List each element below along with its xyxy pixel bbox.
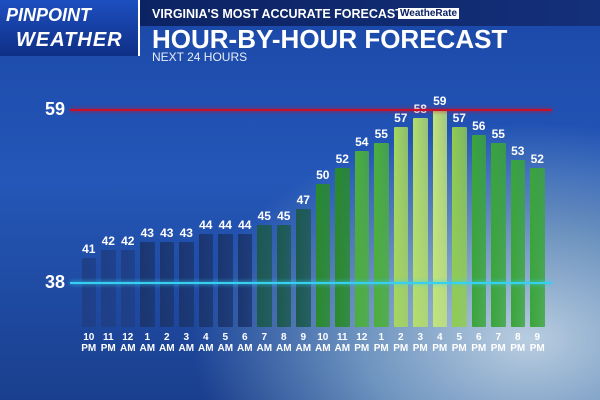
value-label: 55 — [374, 127, 388, 142]
value-label: 54 — [355, 135, 369, 150]
chart-subtitle: NEXT 24 HOURS — [152, 50, 248, 64]
value-label: 56 — [472, 118, 486, 133]
bar — [510, 159, 525, 327]
bar — [354, 151, 369, 327]
x-tick-label: 9 AM — [295, 332, 312, 354]
value-label: 53 — [511, 143, 525, 158]
bar — [530, 167, 545, 327]
value-label: 45 — [257, 209, 271, 224]
value-label: 44 — [238, 217, 252, 232]
badge: WeatheRate — [398, 8, 460, 19]
chart-title: HOUR-BY-HOUR FORECAST — [152, 24, 508, 54]
x-tick-label: 5 PM — [451, 332, 467, 354]
value-label: 43 — [160, 225, 174, 240]
x-tick-label: 6 PM — [471, 332, 487, 354]
bar — [335, 167, 350, 327]
value-label: 52 — [335, 151, 349, 166]
value-label: 41 — [82, 242, 96, 257]
x-tick-label: 2 PM — [393, 332, 409, 354]
reference-label: 59 — [44, 99, 66, 120]
x-tick-label: 7 PM — [490, 332, 506, 354]
value-label: 42 — [101, 234, 115, 248]
value-label: 43 — [140, 225, 154, 240]
bar — [179, 241, 194, 327]
logo — [0, 0, 140, 56]
reference-line — [70, 109, 552, 112]
x-tick-label: 3 PM — [412, 332, 428, 354]
bar — [237, 233, 252, 327]
bar — [374, 143, 389, 327]
x-tick-label: 9 PM — [529, 332, 545, 354]
x-tick-label: 10 PM — [81, 332, 97, 354]
value-label: 57 — [394, 110, 408, 125]
bar — [140, 241, 155, 327]
value-label: 42 — [121, 234, 135, 248]
x-tick-label: 12 AM — [119, 332, 136, 354]
bar — [276, 225, 291, 327]
x-tick-label: 1 AM — [139, 332, 156, 354]
value-label: 57 — [452, 110, 466, 125]
bar — [471, 134, 486, 327]
bar — [218, 233, 233, 327]
x-tick-label: 5 AM — [217, 332, 234, 354]
value-label: 45 — [277, 209, 291, 224]
bar — [315, 184, 330, 327]
x-tick-label: 11 AM — [334, 332, 351, 354]
value-label: 44 — [199, 217, 213, 232]
x-tick-label: 10 AM — [314, 332, 331, 354]
value-label: 55 — [491, 127, 505, 142]
bar — [413, 118, 428, 327]
x-tick-label: 6 AM — [236, 332, 253, 354]
bar — [257, 225, 272, 327]
x-tick-label: 1 PM — [373, 332, 389, 354]
value-label: 43 — [179, 225, 193, 240]
reference-label: 38 — [44, 271, 66, 292]
bar — [101, 250, 116, 327]
x-tick-label: 3 AM — [178, 332, 195, 354]
x-tick-label: 7 AM — [256, 332, 273, 354]
bar — [198, 233, 213, 327]
x-tick-label: 12 PM — [354, 332, 370, 354]
value-label: 59 — [433, 94, 447, 109]
value-label: 50 — [316, 168, 330, 183]
brand: PINPOINT — [6, 5, 92, 25]
bar — [491, 143, 506, 327]
tagline: VIRGINIA'S MOST ACCURATE FORECAST — [152, 7, 403, 21]
bar — [120, 250, 135, 327]
x-tick-label: 4 PM — [432, 332, 448, 354]
bar — [452, 126, 467, 327]
x-tick-label: 4 AM — [197, 332, 214, 354]
value-label: 52 — [530, 151, 544, 166]
value-label: 44 — [218, 217, 232, 232]
bar — [393, 126, 408, 327]
bar — [159, 241, 174, 327]
reference-line — [70, 281, 552, 284]
brand: WEATHER — [16, 29, 123, 51]
x-tick-label: 11 PM — [100, 332, 116, 354]
x-tick-label: 8 PM — [510, 332, 526, 354]
bar — [432, 110, 447, 327]
x-tick-label: 2 AM — [158, 332, 175, 354]
bar — [81, 258, 96, 327]
bar — [296, 208, 311, 327]
x-tick-label: 8 AM — [275, 332, 292, 354]
value-label: 47 — [296, 192, 310, 207]
